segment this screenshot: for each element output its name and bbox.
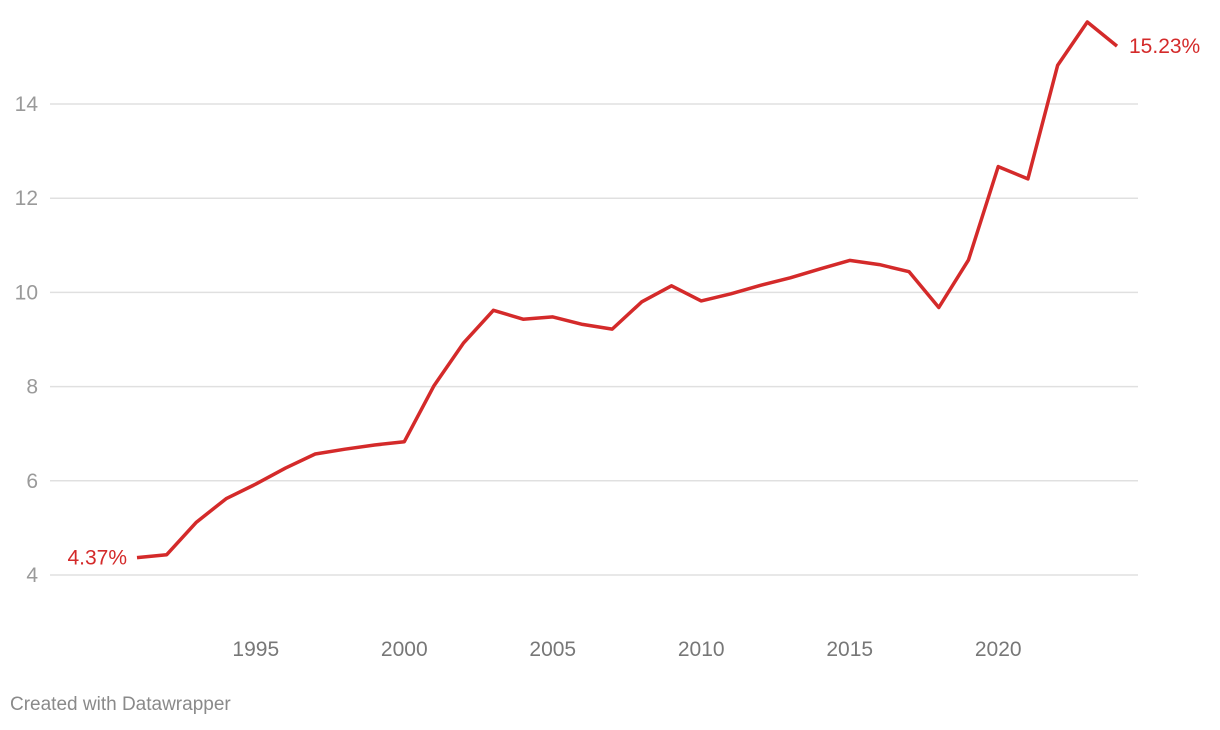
y-tick-label: 10 <box>15 281 38 304</box>
x-tick-label: 2000 <box>381 638 428 661</box>
series-line <box>136 20 1119 560</box>
y-tick-label: 6 <box>26 470 38 493</box>
series-group <box>136 20 1119 560</box>
start-value-label: 4.37% <box>67 547 127 570</box>
y-axis-ticks: 4 6 8 10 12 14 <box>15 93 39 587</box>
end-value-label: 15.23% <box>1129 35 1200 58</box>
datawrapper-credit: Created with Datawrapper <box>10 694 231 715</box>
x-tick-label: 2015 <box>826 638 873 661</box>
x-tick-label: 2010 <box>678 638 725 661</box>
x-tick-label: 1995 <box>232 638 279 661</box>
x-tick-label: 2020 <box>975 638 1022 661</box>
end-labels: 4.37% 15.23% <box>67 35 1200 570</box>
y-tick-label: 4 <box>26 564 38 587</box>
y-tick-label: 14 <box>15 93 39 116</box>
y-tick-label: 12 <box>15 187 38 210</box>
x-tick-label: 2005 <box>529 638 576 661</box>
x-axis-ticks: 1995 2000 2005 2010 2015 2020 <box>232 638 1021 661</box>
gridlines <box>50 103 1138 576</box>
y-tick-label: 8 <box>26 376 38 399</box>
